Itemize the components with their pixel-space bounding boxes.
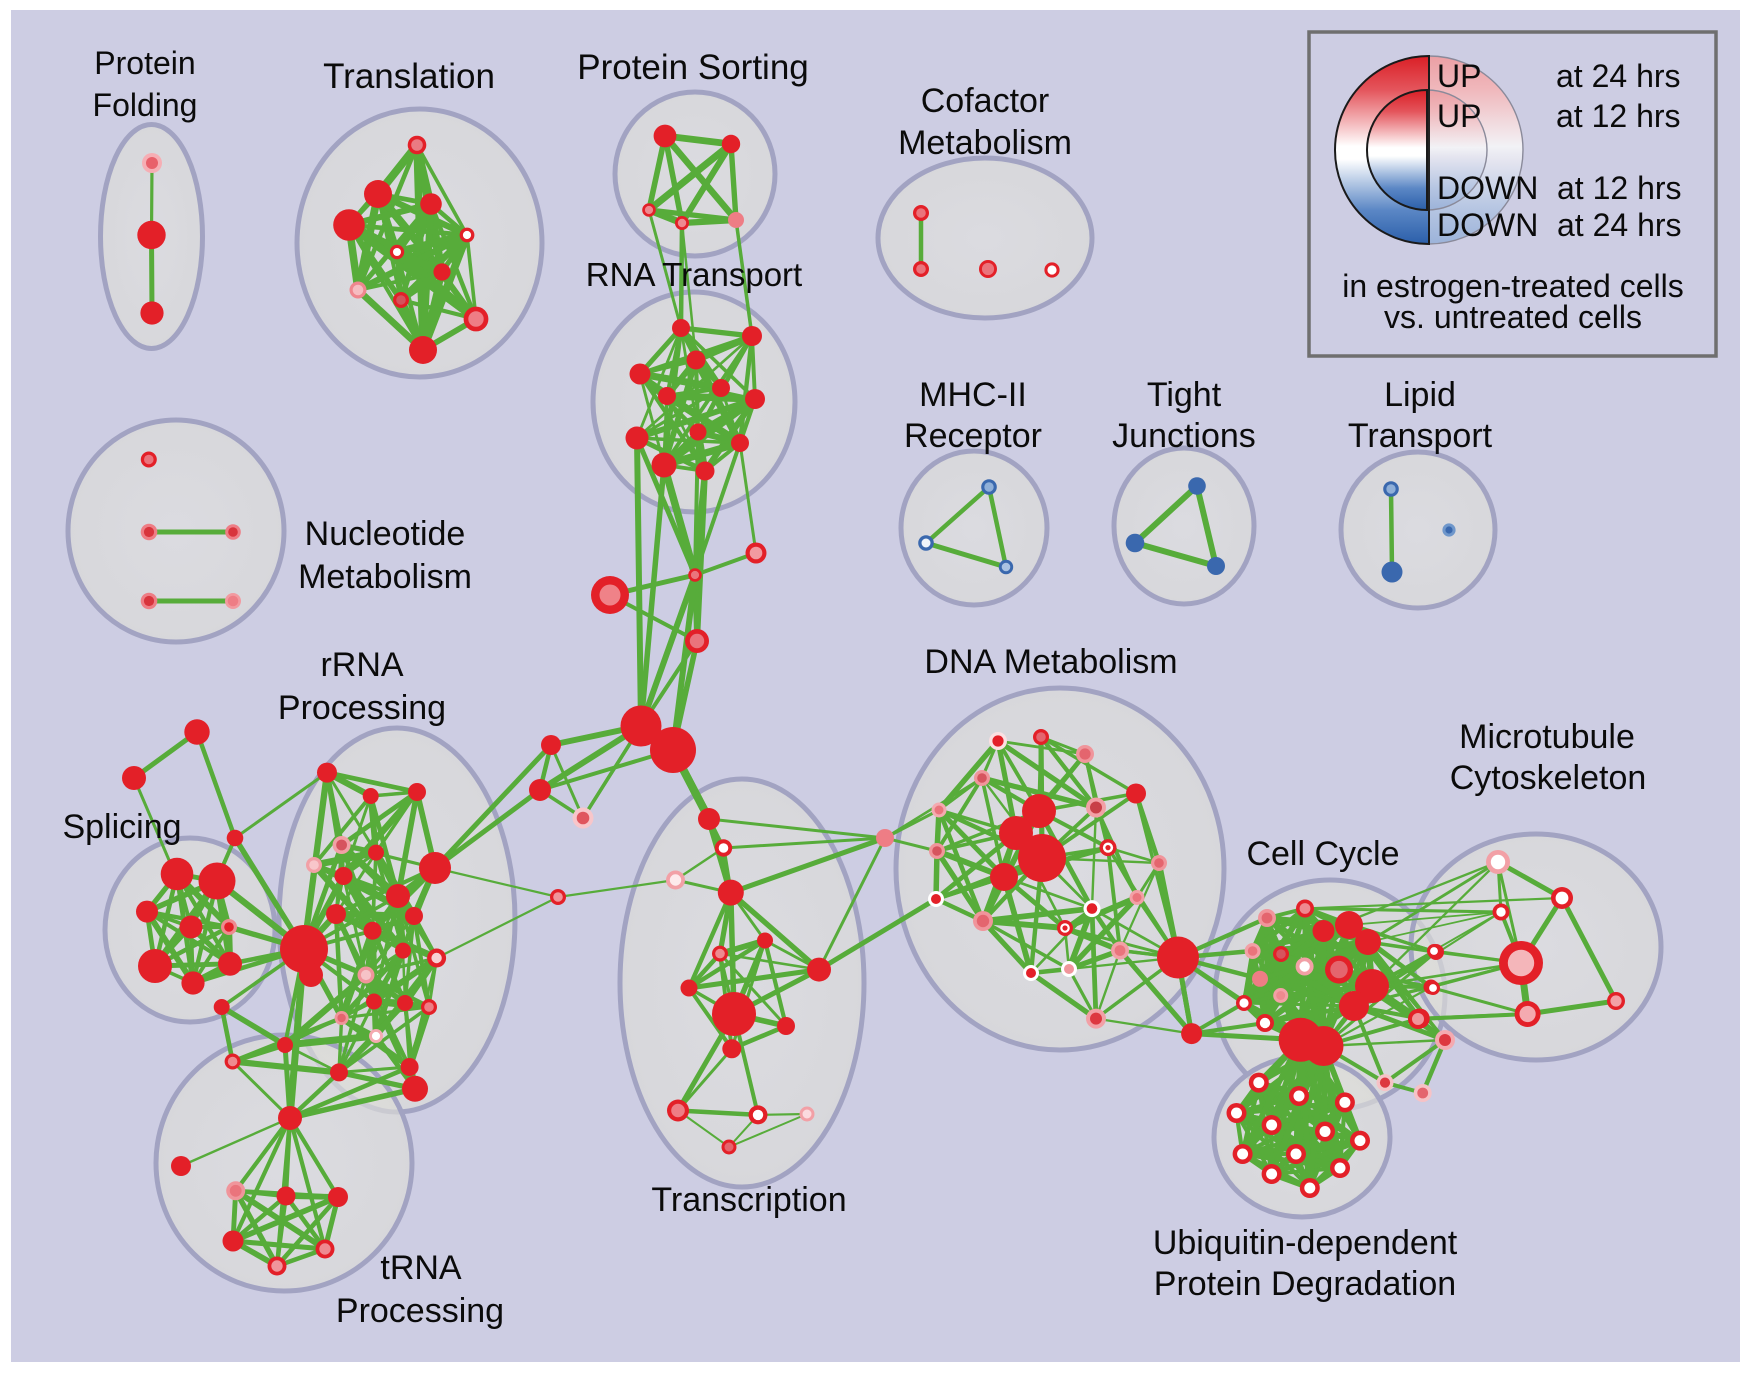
svg-text:RNA Transport: RNA Transport — [586, 256, 802, 293]
svg-text:Processing: Processing — [336, 1292, 504, 1330]
svg-text:at 12 hrs: at 12 hrs — [1557, 170, 1682, 206]
svg-text:at 24 hrs: at 24 hrs — [1556, 58, 1681, 94]
svg-text:UP: UP — [1437, 98, 1481, 134]
svg-text:Lipid: Lipid — [1384, 376, 1456, 414]
svg-text:Nucleotide: Nucleotide — [305, 515, 466, 553]
svg-text:Cell Cycle: Cell Cycle — [1246, 835, 1399, 873]
svg-text:Microtubule: Microtubule — [1459, 718, 1635, 756]
svg-text:Processing: Processing — [278, 689, 446, 727]
svg-text:Tight: Tight — [1147, 376, 1222, 414]
svg-text:Folding: Folding — [93, 87, 198, 123]
svg-text:at 24 hrs: at 24 hrs — [1557, 207, 1682, 243]
svg-text:Splicing: Splicing — [62, 808, 181, 846]
svg-text:Protein: Protein — [94, 45, 195, 81]
svg-text:Protein Sorting: Protein Sorting — [577, 48, 809, 87]
svg-text:rRNA: rRNA — [320, 646, 403, 684]
svg-text:Translation: Translation — [323, 57, 495, 96]
svg-text:DOWN: DOWN — [1437, 170, 1538, 206]
svg-text:Receptor: Receptor — [904, 417, 1042, 455]
svg-text:Junctions: Junctions — [1112, 417, 1256, 455]
svg-text:Metabolism: Metabolism — [298, 558, 472, 596]
svg-text:tRNA: tRNA — [380, 1249, 462, 1287]
svg-text:Cofactor: Cofactor — [921, 82, 1050, 120]
svg-text:Protein Degradation: Protein Degradation — [1154, 1265, 1456, 1303]
svg-text:Metabolism: Metabolism — [898, 124, 1072, 162]
svg-text:Transport: Transport — [1348, 417, 1493, 455]
svg-text:UP: UP — [1437, 58, 1481, 94]
svg-text:vs. untreated cells: vs. untreated cells — [1384, 299, 1642, 335]
svg-text:DOWN: DOWN — [1437, 207, 1538, 243]
svg-text:at 12 hrs: at 12 hrs — [1556, 98, 1681, 134]
svg-text:Ubiquitin-dependent: Ubiquitin-dependent — [1153, 1224, 1458, 1262]
svg-text:DNA Metabolism: DNA Metabolism — [924, 643, 1177, 681]
svg-text:Cytoskeleton: Cytoskeleton — [1450, 759, 1647, 797]
svg-text:Transcription: Transcription — [651, 1181, 846, 1219]
svg-text:MHC-II: MHC-II — [919, 376, 1027, 414]
